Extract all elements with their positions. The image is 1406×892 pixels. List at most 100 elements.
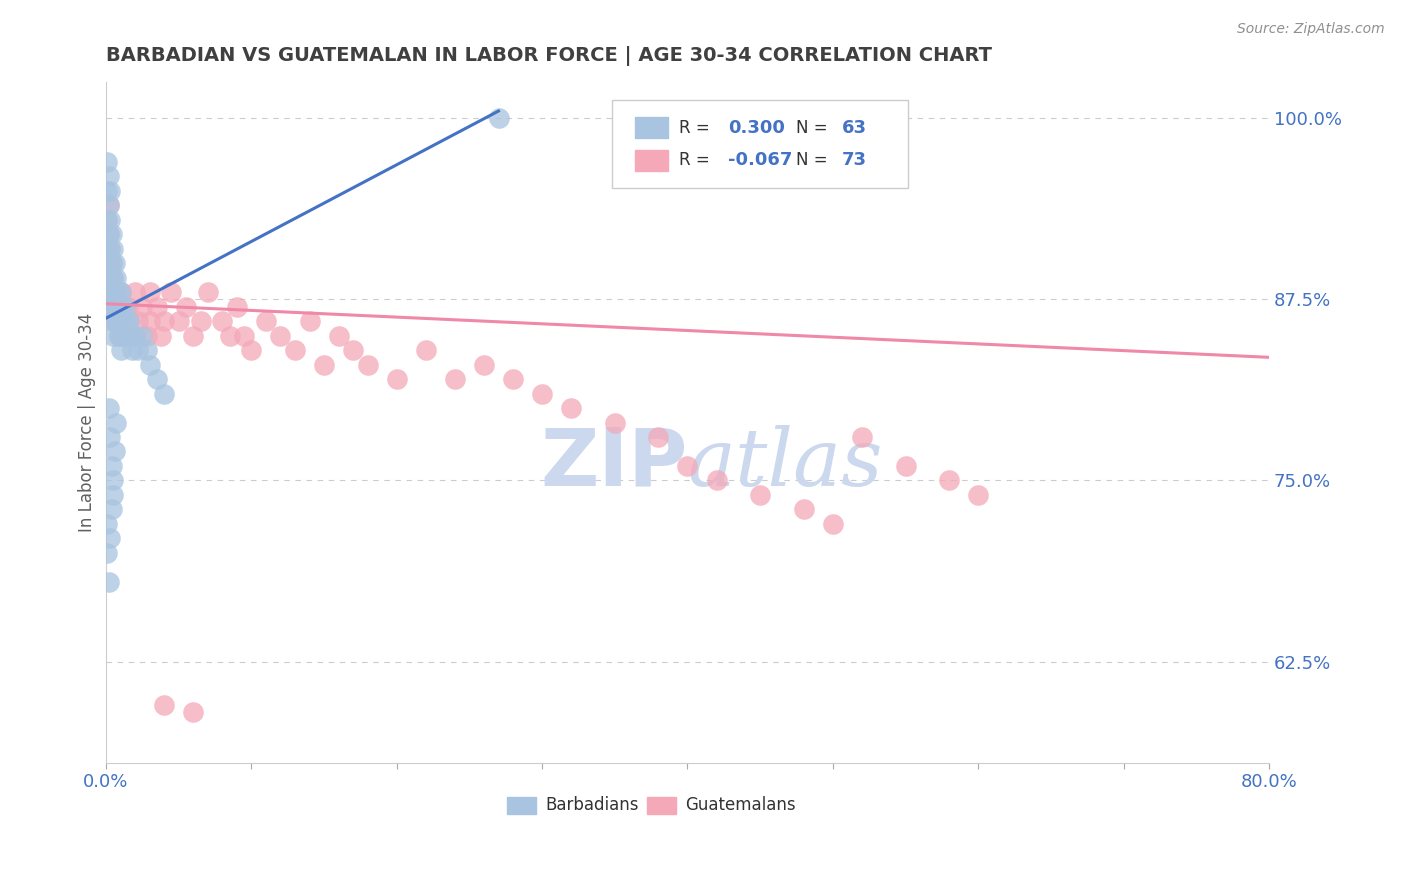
Point (97, 285, 120, 299)
Point (96, 212, 118, 227)
Point (101, 256, 124, 270)
Text: N =: N = (796, 152, 827, 169)
Point (101, 285, 124, 299)
FancyBboxPatch shape (636, 150, 668, 170)
Point (111, 328, 134, 343)
Point (821, 516, 844, 531)
Point (312, 358, 335, 372)
Point (531, 386, 554, 401)
Point (385, 372, 408, 386)
Point (110, 285, 132, 299)
Point (112, 314, 135, 328)
Point (131, 300, 153, 314)
Point (225, 300, 247, 314)
Point (103, 300, 125, 314)
Point (104, 444, 127, 458)
Point (153, 386, 176, 401)
Point (793, 502, 815, 516)
Point (101, 285, 124, 299)
Point (110, 314, 132, 328)
Point (101, 502, 124, 516)
Point (117, 328, 139, 343)
Point (101, 227, 124, 242)
Point (233, 328, 256, 343)
Point (269, 328, 291, 343)
Point (96, 242, 118, 256)
FancyBboxPatch shape (508, 797, 536, 814)
Point (114, 328, 136, 343)
Point (676, 458, 699, 473)
Point (124, 285, 146, 299)
Point (108, 300, 131, 314)
Point (502, 372, 524, 386)
Point (146, 372, 169, 386)
Point (100, 532, 122, 546)
Point (101, 458, 124, 473)
Point (105, 416, 128, 430)
Point (706, 474, 728, 488)
Point (938, 474, 960, 488)
Point (97, 227, 120, 242)
Point (174, 300, 197, 314)
Point (298, 314, 321, 328)
Point (107, 314, 129, 328)
Point (851, 430, 873, 444)
Point (181, 328, 204, 343)
Point (153, 698, 176, 712)
Point (107, 314, 129, 328)
Point (749, 488, 772, 502)
Point (211, 314, 233, 328)
Point (110, 285, 132, 299)
Point (135, 343, 157, 357)
Point (967, 488, 990, 502)
Point (444, 372, 467, 386)
Point (103, 474, 125, 488)
Point (112, 314, 135, 328)
Point (103, 300, 125, 314)
Point (104, 314, 127, 328)
Point (97, 198, 120, 212)
Point (97, 256, 120, 270)
Point (111, 300, 134, 314)
Point (97, 574, 120, 589)
Point (124, 328, 146, 343)
Point (472, 358, 495, 372)
Point (103, 488, 125, 502)
Point (97, 169, 120, 184)
Point (560, 401, 582, 415)
Point (190, 314, 212, 328)
Point (254, 314, 277, 328)
Point (138, 314, 160, 328)
Point (138, 358, 160, 372)
Point (100, 270, 122, 285)
Point (894, 458, 917, 473)
Point (488, 112, 510, 126)
Point (328, 328, 350, 343)
Point (603, 416, 626, 430)
Point (167, 314, 190, 328)
Text: BARBADIAN VS GUATEMALAN IN LABOR FORCE | AGE 30-34 CORRELATION CHART: BARBADIAN VS GUATEMALAN IN LABOR FORCE |… (105, 46, 993, 66)
FancyBboxPatch shape (636, 118, 668, 138)
Point (100, 184, 122, 198)
Point (115, 314, 138, 328)
Text: 0.300: 0.300 (728, 119, 785, 136)
Point (100, 242, 122, 256)
Point (100, 212, 122, 227)
Point (160, 285, 183, 299)
Point (121, 343, 143, 357)
Point (96, 242, 118, 256)
Text: Barbadians: Barbadians (546, 797, 640, 814)
Point (103, 270, 125, 285)
Text: 63: 63 (842, 119, 868, 136)
Point (120, 328, 142, 343)
Point (104, 285, 127, 299)
Point (101, 314, 124, 328)
Point (103, 270, 125, 285)
Point (357, 358, 380, 372)
Point (240, 343, 263, 357)
Point (153, 314, 176, 328)
Text: 73: 73 (842, 152, 868, 169)
Text: R =: R = (679, 119, 710, 136)
Text: N =: N = (796, 119, 827, 136)
Point (108, 328, 131, 343)
